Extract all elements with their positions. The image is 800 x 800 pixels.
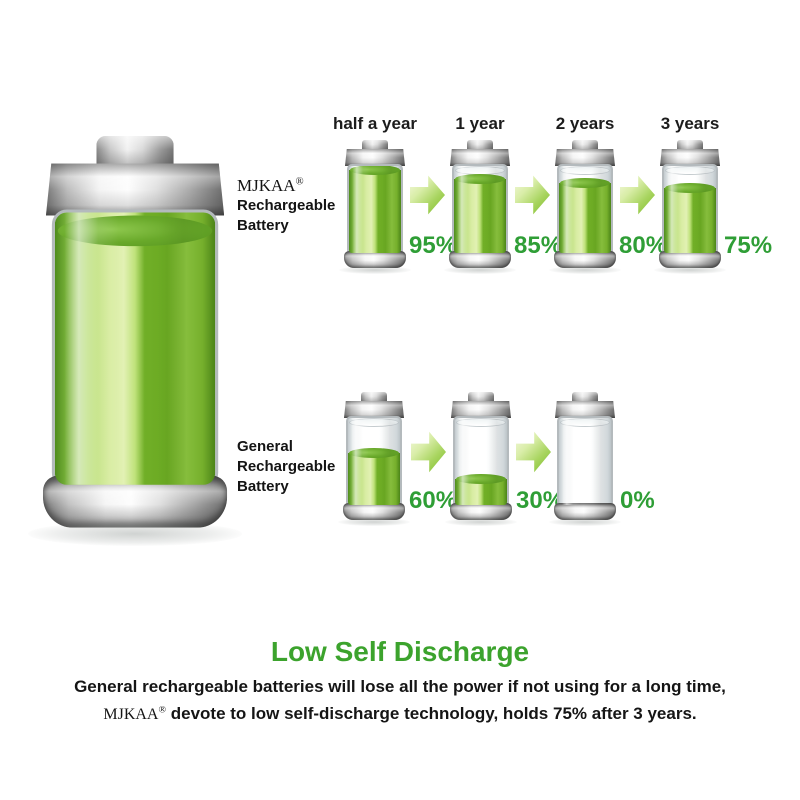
battery-cap: [450, 149, 510, 166]
hero-battery: [28, 136, 242, 547]
arrow-right-icon: [515, 175, 550, 215]
battery-base: [554, 503, 616, 520]
battery-cap: [345, 149, 405, 166]
battery-terminal: [362, 140, 388, 151]
battery-cap: [451, 401, 511, 418]
battery-fill-surface: [58, 215, 212, 247]
battery-fill: [559, 178, 611, 253]
battery-fill-surface: [350, 166, 400, 176]
battery-fill: [54, 212, 216, 485]
battery-glass: [452, 164, 508, 255]
arrow-right-icon: [410, 175, 445, 215]
battery-general-3: [549, 392, 621, 526]
battery-shadow: [28, 521, 242, 547]
battery-2-years: [549, 140, 621, 274]
registered-mark: ®: [295, 176, 304, 188]
battery-terminal: [467, 140, 493, 151]
page-title: Low Self Discharge: [270, 636, 530, 667]
percent-value: 75%: [724, 232, 773, 259]
battery-fill: [454, 174, 506, 253]
battery-half-year: [339, 140, 411, 274]
battery-general-2: [445, 392, 517, 526]
battery-terminal: [572, 392, 598, 403]
percent-value: 0%: [620, 487, 655, 514]
battery-glass: [557, 164, 613, 255]
battery-glass: [346, 416, 402, 507]
arrow-right-icon: [411, 431, 446, 473]
battery-terminal: [677, 140, 703, 151]
battery-glass-rim: [560, 166, 610, 175]
battery-cap: [555, 149, 615, 166]
percent-value: 60%: [409, 487, 458, 514]
battery-glass: [347, 164, 403, 255]
label-line: Battery: [237, 217, 289, 234]
battery-glass: [662, 164, 718, 255]
battery-shadow: [654, 266, 726, 274]
battery-glass: [51, 209, 219, 488]
battery-shadow: [444, 266, 516, 274]
battery-base: [450, 503, 512, 520]
footer-description-line1: General rechargeable batteries will lose…: [74, 677, 726, 696]
battery-cap: [555, 401, 615, 418]
battery-fill-surface: [455, 174, 505, 185]
battery-shadow: [549, 518, 621, 526]
battery-fill: [455, 473, 507, 505]
label-line: General: [237, 438, 293, 455]
battery-shadow: [339, 266, 411, 274]
battery-terminal: [572, 140, 598, 151]
battery-fill-surface: [665, 182, 715, 193]
battery-glass: [453, 416, 509, 507]
battery-fill: [664, 182, 716, 253]
label-line: Battery: [237, 478, 289, 495]
time-label: 2 years: [555, 114, 615, 133]
brand-name: MJKAA®: [237, 176, 304, 195]
battery-fill: [348, 447, 400, 505]
time-label: 3 years: [660, 114, 720, 133]
label-line: Rechargeable: [237, 458, 336, 475]
battery-general-1: [338, 392, 410, 526]
battery-fill: [349, 166, 401, 253]
arrow-right-icon: [516, 431, 551, 473]
battery-glass-rim: [560, 418, 610, 427]
battery-terminal: [361, 392, 387, 403]
battery-cap: [660, 149, 720, 166]
label-line: Rechargeable: [237, 197, 336, 214]
battery-fill-surface: [349, 447, 399, 458]
general-row-label: General Rechargeable Battery: [237, 437, 335, 497]
battery-fill-surface: [560, 178, 610, 189]
battery-cap: [45, 163, 225, 216]
footer-description-line2: MJKAA® devote to low self-discharge tech…: [103, 704, 697, 723]
time-label: half a year: [332, 114, 418, 133]
battery-glass-rim: [665, 166, 715, 175]
battery-base: [344, 251, 406, 268]
battery-glass-rim: [456, 418, 506, 427]
battery-glass-gloss: [559, 418, 611, 505]
battery-1-year: [444, 140, 516, 274]
battery-base: [554, 251, 616, 268]
battery-terminal: [468, 392, 494, 403]
mjkaa-row-label: MJKAA® Rechargeable Battery: [237, 176, 335, 236]
battery-base: [659, 251, 721, 268]
battery-3-years: [654, 140, 726, 274]
battery-base: [343, 503, 405, 520]
arrow-right-icon: [620, 175, 655, 215]
time-label: 1 year: [455, 114, 505, 133]
battery-fill-surface: [456, 473, 506, 484]
battery-shadow: [549, 266, 621, 274]
battery-shadow: [445, 518, 517, 526]
battery-cap: [344, 401, 404, 418]
battery-glass-rim: [349, 418, 399, 427]
brand-name: MJKAA®: [103, 704, 167, 723]
battery-glass: [557, 416, 613, 507]
battery-shadow: [338, 518, 410, 526]
registered-mark: ®: [158, 704, 167, 716]
battery-base: [449, 251, 511, 268]
